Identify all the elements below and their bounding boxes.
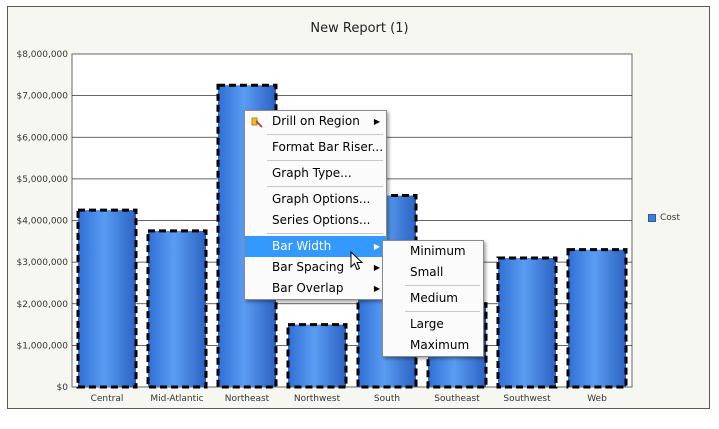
bar-southwest: [498, 257, 556, 387]
context-menu: Drill on Region ▶ Format Bar Riser... Graph…: [244, 110, 387, 300]
bar-selection-outline: [146, 229, 208, 389]
menu-item-label: Graph Type...: [272, 166, 352, 180]
bar-central: [78, 210, 136, 387]
menu-item-graph-options[interactable]: Graph Options...: [245, 189, 386, 210]
mouse-cursor-icon: [350, 251, 364, 271]
menu-item-label: Bar Width: [272, 239, 332, 253]
bar-width-option-medium[interactable]: Medium: [383, 288, 483, 309]
bar-selection-outline: [76, 208, 138, 389]
y-tick-label: $5,000,000: [16, 175, 68, 185]
menu-item-label: Small: [410, 265, 444, 279]
menu-item-label: Series Options...: [272, 213, 371, 227]
bar-width-option-maximum[interactable]: Maximum: [383, 335, 483, 356]
bar-selection-outline: [286, 323, 348, 389]
bar-mid-atlantic: [148, 230, 206, 387]
menu-separator: [267, 134, 383, 135]
drill-icon: [251, 115, 263, 128]
x-tick-label: Northeast: [225, 394, 270, 404]
bar-width-option-large[interactable]: Large: [383, 314, 483, 335]
submenu-arrow-icon: ▶: [373, 263, 380, 272]
x-tick-label: Southwest: [503, 394, 551, 404]
x-tick-label: South: [374, 394, 400, 404]
y-tick-label: $1,000,000: [16, 341, 68, 351]
menu-separator: [405, 285, 480, 286]
bar-web: [568, 249, 626, 387]
menu-item-drill-on-region[interactable]: Drill on Region ▶: [245, 111, 386, 132]
submenu-arrow-icon: ▶: [373, 284, 380, 293]
menu-item-label: Maximum: [410, 338, 470, 352]
bar-selection-outline: [216, 83, 278, 389]
chart-title: New Report (1): [310, 21, 409, 36]
menu-separator: [405, 311, 480, 312]
submenu-arrow-icon: ▶: [373, 242, 380, 251]
bar-northwest: [288, 324, 346, 387]
y-tick-label: $3,000,000: [16, 258, 68, 268]
x-tick-label: Southeast: [434, 394, 480, 404]
menu-item-format-bar-riser[interactable]: Format Bar Riser...: [245, 137, 386, 158]
bar-selection-outline: [566, 248, 628, 389]
menu-item-bar-width[interactable]: Bar Width ▶: [245, 236, 386, 257]
bar-width-submenu: Minimum Small Medium Large Maximum: [382, 240, 484, 357]
x-tick-label: Web: [587, 394, 607, 404]
menu-item-label: Drill on Region: [272, 114, 360, 128]
menu-separator: [267, 186, 383, 187]
menu-item-series-options[interactable]: Series Options...: [245, 210, 386, 231]
y-tick-label: $4,000,000: [16, 217, 68, 227]
menu-item-graph-type[interactable]: Graph Type...: [245, 163, 386, 184]
bar-width-option-minimum[interactable]: Minimum: [383, 241, 483, 262]
menu-item-bar-spacing[interactable]: Bar Spacing ▶: [245, 257, 386, 278]
legend-swatch-cost: [648, 214, 656, 222]
legend-label-cost: Cost: [660, 213, 681, 223]
x-tick-label: Northwest: [294, 394, 341, 404]
bar-selection-outline: [496, 256, 558, 389]
x-tick-label: Mid-Atlantic: [150, 394, 203, 404]
menu-separator: [267, 160, 383, 161]
y-tick-label: $0: [57, 383, 69, 393]
y-tick-label: $7,000,000: [16, 92, 68, 102]
menu-item-label: Format Bar Riser...: [272, 140, 384, 154]
menu-item-label: Bar Spacing: [272, 260, 345, 274]
x-tick-label: Central: [91, 394, 124, 404]
bar-width-option-small[interactable]: Small: [383, 262, 483, 283]
menu-item-label: Minimum: [410, 244, 466, 258]
y-tick-label: $8,000,000: [16, 50, 68, 60]
submenu-arrow-icon: ▶: [373, 117, 380, 126]
y-tick-label: $2,000,000: [16, 300, 68, 310]
legend: Cost: [648, 213, 680, 223]
menu-separator: [267, 233, 383, 234]
menu-item-label: Large: [410, 317, 444, 331]
y-tick-label: $6,000,000: [16, 133, 68, 143]
menu-item-bar-overlap[interactable]: Bar Overlap ▶: [245, 278, 386, 299]
menu-item-label: Bar Overlap: [272, 281, 344, 295]
menu-item-label: Medium: [410, 291, 458, 305]
menu-item-label: Graph Options...: [272, 192, 371, 206]
bar-selection-outline: [356, 194, 418, 389]
